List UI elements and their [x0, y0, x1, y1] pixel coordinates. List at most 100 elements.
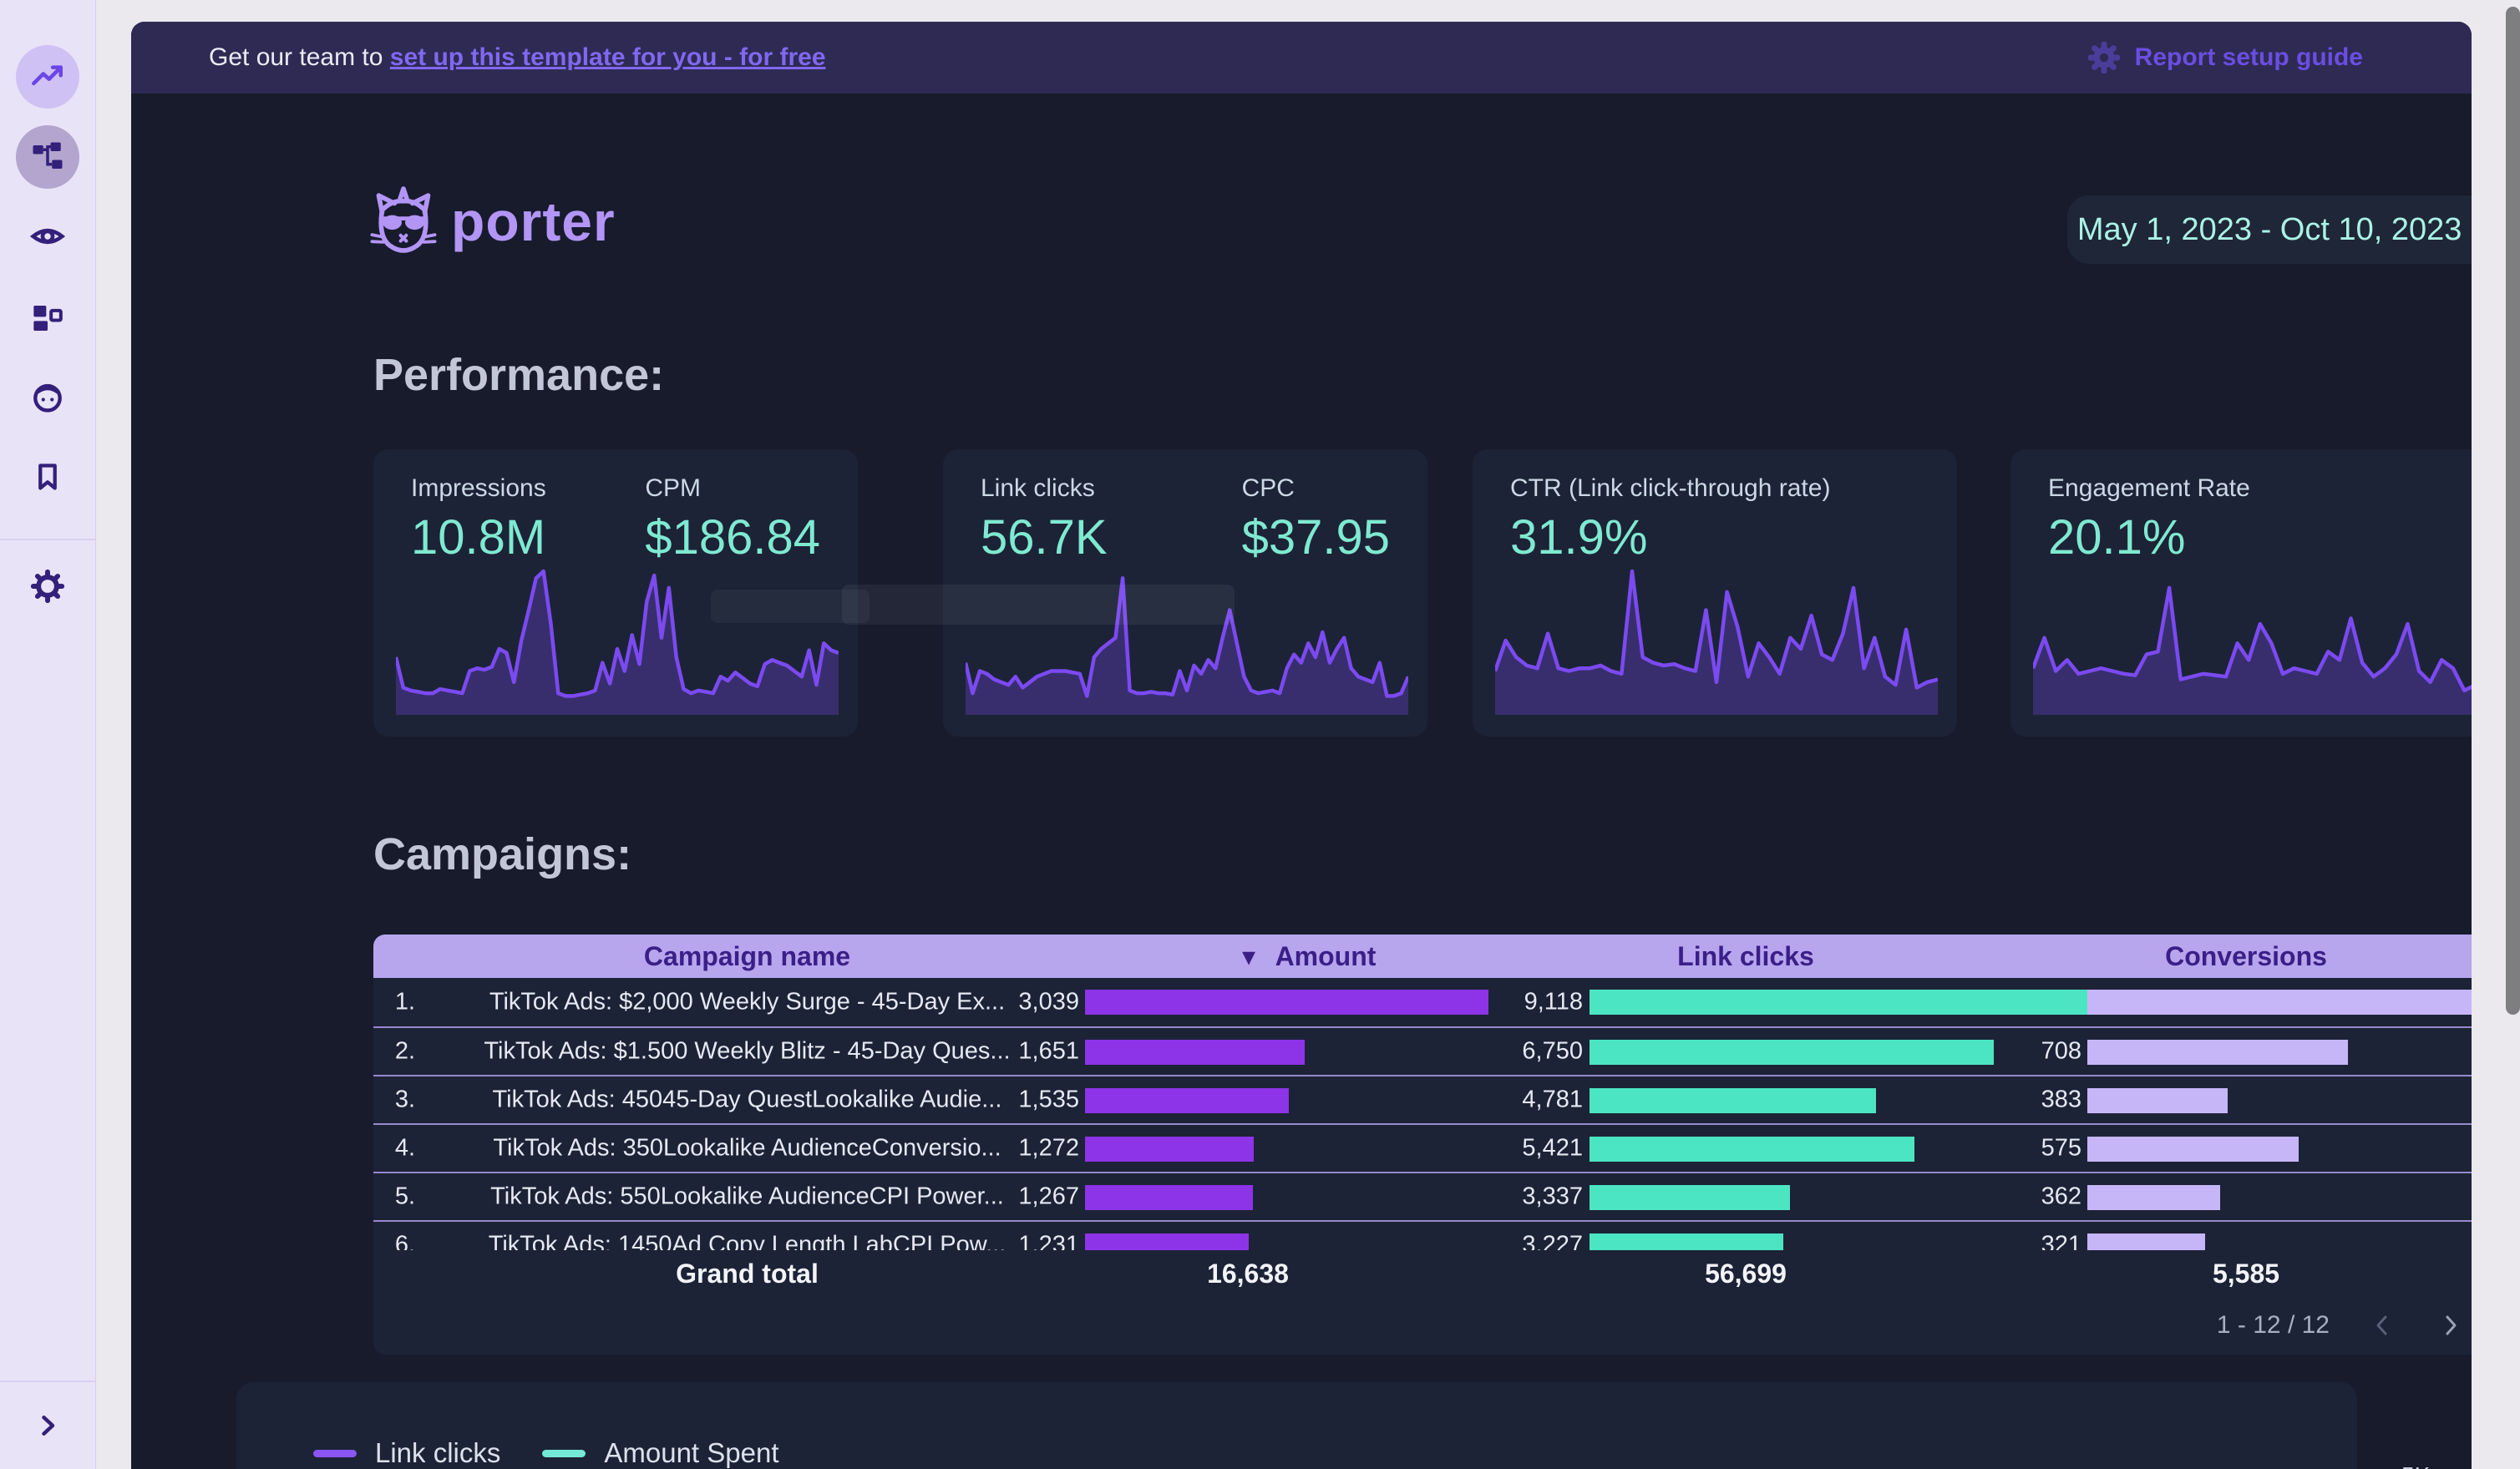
amount-spent-bar-fill [1085, 1088, 1289, 1113]
row-number: 2. [373, 1038, 415, 1066]
sidebar-item-dashboards[interactable] [16, 286, 79, 350]
sitemap-icon [30, 139, 65, 175]
metric-card-engagement: Engagement Rate 20.1% [2010, 449, 2472, 737]
row-number: 4. [373, 1135, 415, 1163]
sidebar-item-audience[interactable] [16, 365, 79, 428]
metric-label: Engagement Rate [2048, 474, 2250, 503]
setup-template-link[interactable]: set up this template for you - for free [390, 43, 826, 71]
table-row[interactable]: 4.TikTok Ads: 350Lookalike AudienceConve… [373, 1123, 2472, 1172]
sidebar [0, 0, 96, 1469]
link-clicks-bar [1590, 1137, 2141, 1162]
banner-text: Get our team to set up this template for… [209, 43, 826, 72]
metric-primary: CTR (Link click-through rate) 31.9% [1510, 474, 1830, 565]
table-row[interactable]: 2.TikTok Ads: $1.500 Weekly Blitz - 45-D… [373, 1026, 2472, 1075]
table-row[interactable]: 1.TikTok Ads: $2,000 Weekly Surge - 45-D… [373, 978, 2472, 1026]
sparkline-chart [396, 565, 839, 715]
link-clicks-bar-fill [1590, 1185, 1790, 1210]
report-setup-guide-label: Report setup guide [2135, 43, 2363, 72]
link-clicks-bar [1590, 1040, 2141, 1065]
grand-total-clicks: 56,699 [1579, 1259, 1913, 1289]
sidebar-item-flows[interactable] [16, 125, 79, 189]
sidebar-item-analytics[interactable] [16, 45, 79, 109]
sort-caret-icon: ▾ [1242, 935, 1255, 978]
chevron-left-icon [2368, 1311, 2396, 1340]
sidebar-expand-button[interactable] [16, 1394, 79, 1457]
amount-spent-value: 3,039 [912, 989, 1079, 1016]
amount-spent-bar-fill [1085, 1040, 1305, 1065]
sidebar-item-saved[interactable] [16, 445, 79, 509]
legend-item-amount-spent[interactable]: Amount Spent [542, 1437, 778, 1469]
column-header-conversions[interactable]: Conversions [2079, 935, 2413, 978]
amount-spent-bar [1085, 1185, 1494, 1210]
conversions-bar-fill [2087, 1040, 2348, 1065]
pagination-next-button[interactable] [2435, 1309, 2467, 1341]
grand-total-row: Grand total 16,638 56,699 5,585 [373, 1250, 2472, 1302]
conversions-bar-fill [2087, 1233, 2205, 1250]
conversions-bar [2087, 990, 2472, 1015]
sidebar-item-views[interactable] [16, 205, 79, 268]
table-row[interactable]: 3.TikTok Ads: 45045-Day QuestLookalike A… [373, 1075, 2472, 1123]
link-clicks-bar-fill [1590, 1088, 1876, 1113]
row-number: 3. [373, 1087, 415, 1114]
trending-up-icon [30, 59, 65, 94]
legend-label: Amount Spent [604, 1437, 778, 1469]
table-header: Campaign name Amount Spent ▾ Link clicks… [373, 935, 2472, 978]
metric-card-ctr: CTR (Link click-through rate) 31.9% [1473, 449, 1957, 737]
amount-spent-value: 1,651 [912, 1038, 1079, 1066]
legend-label: Link clicks [375, 1437, 500, 1469]
link-clicks-bar-fill [1590, 1233, 1783, 1250]
amount-spent-bar-fill [1085, 1137, 1254, 1162]
sidebar-divider [0, 539, 96, 540]
link-clicks-bar-fill [1590, 1137, 1914, 1162]
campaigns-table: Campaign name Amount Spent ▾ Link clicks… [373, 935, 2472, 1355]
sidebar-footer-divider [0, 1380, 96, 1382]
column-header-amount-spent[interactable]: Amount Spent ▾ [1075, 935, 1409, 978]
conversions-bar-fill [2087, 990, 2472, 1015]
conversions-bar [2087, 1233, 2472, 1250]
face-icon [30, 379, 65, 414]
chevron-right-icon [2436, 1311, 2465, 1340]
legend-item-link-clicks[interactable]: Link clicks [313, 1437, 500, 1469]
column-header-label: Amount Spent [1242, 935, 1409, 978]
column-header-link-clicks[interactable]: Link clicks [1579, 935, 1913, 978]
link-clicks-bar [1590, 1088, 2141, 1113]
amount-spent-bar [1085, 1233, 1494, 1250]
table-row[interactable]: 6.TikTok Ads: 1450Ad Copy Length LabCPI … [373, 1220, 2472, 1250]
brand-wordmark: porter [451, 190, 616, 253]
metric-value: 10.8M [411, 509, 546, 565]
report-canvas: Get our team to set up this template for… [131, 22, 2472, 1469]
pagination-prev-button[interactable] [2366, 1309, 2398, 1341]
banner-prefix: Get our team to [209, 43, 390, 71]
amount-spent-bar-fill [1085, 990, 1488, 1015]
vertical-scrollbar[interactable] [2506, 7, 2520, 1015]
metric-secondary: CPM $186.84 [645, 474, 820, 565]
conversions-bar [2087, 1088, 2472, 1113]
performance-title: Performance: [373, 349, 664, 401]
amount-spent-value: 1,535 [912, 1087, 1079, 1114]
metric-value: $186.84 [645, 509, 820, 565]
legend-swatch-link-clicks [313, 1450, 357, 1457]
sidebar-item-settings[interactable] [16, 555, 79, 618]
date-range-picker[interactable]: May 1, 2023 - Oct 10, 2023 ▼ [2067, 195, 2472, 264]
table-row[interactable]: 5.TikTok Ads: 550Lookalike AudienceCPI P… [373, 1172, 2472, 1220]
table-pagination: 1 - 12 / 12 [2217, 1302, 2467, 1349]
report-setup-guide-link[interactable]: Report setup guide [2088, 22, 2363, 94]
hover-highlight-artifact [842, 585, 1235, 625]
sparkline-chart [2033, 565, 2472, 715]
eye-icon [29, 218, 66, 255]
gear-icon [30, 569, 65, 604]
legend-swatch-amount-spent [542, 1450, 586, 1457]
table-rows: 1.TikTok Ads: $2,000 Weekly Surge - 45-D… [373, 978, 2472, 1250]
row-number: 5. [373, 1183, 415, 1211]
porter-cat-icon [368, 185, 439, 257]
amount-spent-value: 1,272 [912, 1135, 1079, 1163]
amount-spent-value: 1,231 [912, 1232, 1079, 1251]
link-clicks-bar-fill [1590, 1040, 1994, 1065]
gear-icon [2088, 42, 2120, 73]
column-header-campaign-name[interactable]: Campaign name [423, 935, 1071, 978]
sparkline-chart [1495, 565, 1938, 715]
metric-label: CPC [1242, 474, 1390, 503]
grand-total-conversions: 5,585 [2079, 1259, 2413, 1289]
conversions-bar-fill [2087, 1185, 2220, 1210]
metric-value: 56.7K [981, 509, 1108, 565]
